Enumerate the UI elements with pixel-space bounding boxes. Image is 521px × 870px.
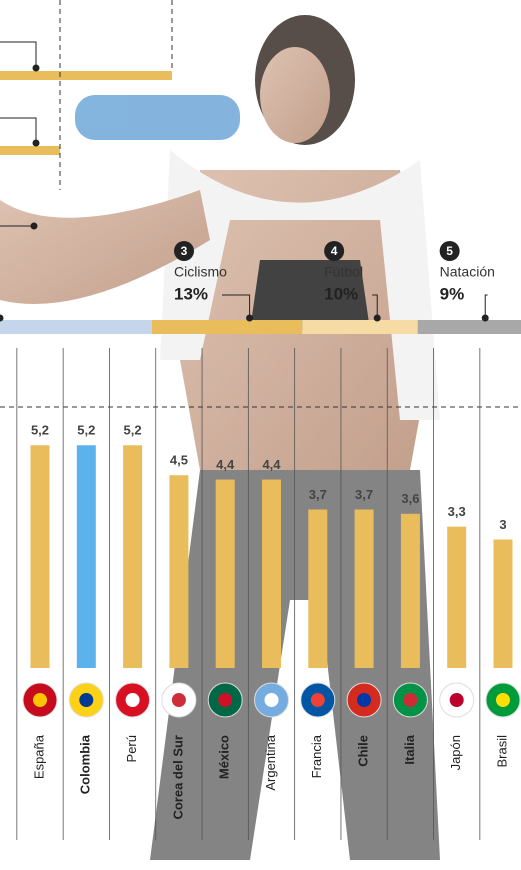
x-tick-label: Corea del Sur <box>170 735 185 820</box>
sport-name: Ciclismo <box>174 264 227 280</box>
x-tick-label: Colombia <box>78 734 93 794</box>
flag-detail <box>33 693 47 707</box>
flag-detail <box>357 693 371 707</box>
flag-detail <box>403 693 417 707</box>
bar <box>123 445 142 668</box>
page: {"chart_data": {"type": "bar", "categori… <box>0 0 521 870</box>
bar <box>355 510 374 668</box>
leader-dot <box>482 315 489 322</box>
athlete-figure <box>0 15 440 860</box>
segment <box>152 320 302 334</box>
rank: 5 <box>446 244 453 258</box>
bar <box>216 480 235 668</box>
value-label: 3 <box>499 517 506 532</box>
x-tick-label: Perú <box>124 735 139 762</box>
value-label: 3,3 <box>448 504 466 519</box>
bar <box>494 540 513 669</box>
leader-dot <box>33 65 40 72</box>
x-tick-label: Francia <box>309 734 324 778</box>
value-label: 3,7 <box>355 487 373 502</box>
value-label: 5,2 <box>77 423 95 438</box>
bar <box>401 514 420 668</box>
segment <box>302 320 418 334</box>
flag-detail <box>126 693 140 707</box>
leader-line <box>0 118 36 143</box>
deco-bar <box>0 146 60 155</box>
leader-dot <box>31 223 38 230</box>
value-label: 3,6 <box>401 491 419 506</box>
value-label: 5,2 <box>124 423 142 438</box>
flag-detail <box>311 693 325 707</box>
flag-detail <box>172 693 186 707</box>
bar <box>262 480 281 668</box>
infographic: 3 Ciclismo 13% 4 Fútbol 10% 5 Natación 9% 5,2 Espa… <box>0 0 521 870</box>
deco-bar <box>0 71 172 80</box>
segment <box>0 320 152 334</box>
bar <box>77 445 96 668</box>
bar <box>31 445 50 668</box>
sport-pct: 10% <box>324 284 358 303</box>
x-tick-label: Japón <box>448 735 463 770</box>
bar <box>169 475 188 668</box>
sport-name: Fútbol <box>324 264 363 280</box>
sport-name: Natación <box>440 264 495 280</box>
flag-detail <box>218 693 232 707</box>
x-tick-label: Chile <box>356 735 371 767</box>
leader-line <box>0 42 36 68</box>
x-tick-label: España <box>31 734 46 779</box>
bar <box>308 510 327 668</box>
rank: 4 <box>331 244 338 258</box>
flag-detail <box>79 693 93 707</box>
flag-detail <box>450 693 464 707</box>
value-label: 3,7 <box>309 487 327 502</box>
value-label: 5,2 <box>31 423 49 438</box>
value-label: 4,5 <box>170 453 188 468</box>
leader-dot <box>33 140 40 147</box>
flag-detail <box>496 693 510 707</box>
leader-dot <box>374 315 381 322</box>
rank: 3 <box>181 244 188 258</box>
value-label: 4,4 <box>262 457 281 472</box>
bar <box>447 527 466 668</box>
value-label: 4,4 <box>216 457 235 472</box>
sport-pct: 9% <box>440 284 465 303</box>
x-tick-label: Argentina <box>263 734 278 790</box>
flag-detail <box>265 693 279 707</box>
x-tick-label: Italia <box>402 734 417 764</box>
segment <box>418 320 521 334</box>
sport-pct: 13% <box>174 284 208 303</box>
x-tick-label: Brasil <box>494 735 509 768</box>
leader-dot <box>246 315 253 322</box>
x-tick-label: México <box>217 735 232 779</box>
